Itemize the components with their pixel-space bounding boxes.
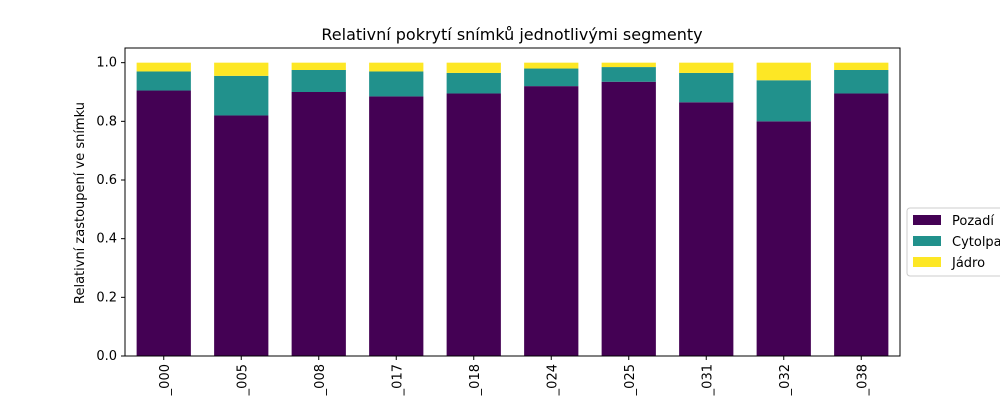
bar-2-025 <box>601 67 656 82</box>
bar-2-038 <box>834 70 889 94</box>
legend: Pozadí Cytolpa Jádro <box>906 207 1000 277</box>
bar-2-018 <box>446 72 501 94</box>
bar-1-018 <box>446 93 501 356</box>
x-tick-label: _005 <box>235 364 250 396</box>
y-axis: 0.0 0.2 0.4 0.6 0.8 1.0 <box>96 56 125 364</box>
chart-title: Relativní pokrytí snímků jednotlivými se… <box>321 25 702 44</box>
legend-swatch <box>913 236 941 246</box>
bar-1-008 <box>291 92 346 356</box>
x-tick-label: _018 <box>468 364 483 396</box>
bar-3-032 <box>756 62 811 81</box>
bar-3-008 <box>291 62 346 70</box>
plot-frame <box>124 47 901 357</box>
bar-1-031 <box>679 102 734 357</box>
bar-3-005 <box>214 62 269 76</box>
bar-1-032 <box>756 121 811 356</box>
bar-1-017 <box>369 96 424 357</box>
bar-2-032 <box>756 80 811 122</box>
bar-2-005 <box>214 75 269 116</box>
y-tick-label: 0.0 <box>96 349 117 364</box>
bar-2-008 <box>291 70 346 92</box>
x-tick-label: _038 <box>855 364 870 396</box>
legend-label: Cytolpa <box>952 235 1000 250</box>
x-tick-label: _008 <box>313 364 328 396</box>
y-tick-label: 0.2 <box>96 290 117 305</box>
x-tick-label: _024 <box>545 364 560 396</box>
x-tick-label: _032 <box>778 364 793 396</box>
y-axis-label: Relativní zastoupení ve snímku <box>73 102 88 304</box>
bar-3-024 <box>524 62 579 69</box>
x-tick-label: _000 <box>158 364 173 396</box>
x-axis: _000 _005 _008 _017 _018 _024 _025 _031 _032 _038 <box>158 356 870 396</box>
legend-label: Pozadí <box>952 214 994 229</box>
bar-1-000 <box>136 90 191 357</box>
y-tick-label: 0.4 <box>96 232 117 247</box>
legend-label: Jádro <box>951 256 985 271</box>
legend-swatch <box>913 215 941 225</box>
bar-1-005 <box>214 115 269 356</box>
bar-1-025 <box>601 81 656 356</box>
bar-3-031 <box>679 62 734 73</box>
x-tick-label: _025 <box>623 364 638 396</box>
bar-3-017 <box>369 62 424 72</box>
bar-3-000 <box>136 62 191 72</box>
bar-2-031 <box>679 72 734 103</box>
bar-2-024 <box>524 68 579 87</box>
legend-swatch <box>913 257 941 267</box>
bar-3-025 <box>601 62 656 68</box>
x-tick-label: _031 <box>700 364 715 396</box>
bar-2-017 <box>369 71 424 97</box>
bar-1-024 <box>524 86 579 356</box>
bar-1-038 <box>834 93 889 356</box>
bar-3-038 <box>834 62 889 70</box>
y-tick-label: 0.8 <box>96 114 117 129</box>
bars-group <box>136 62 889 357</box>
bar-3-018 <box>446 62 501 73</box>
y-tick-label: 1.0 <box>96 56 117 71</box>
x-tick-label: _017 <box>390 364 405 396</box>
y-tick-label: 0.6 <box>96 173 117 188</box>
bar-2-000 <box>136 71 191 91</box>
